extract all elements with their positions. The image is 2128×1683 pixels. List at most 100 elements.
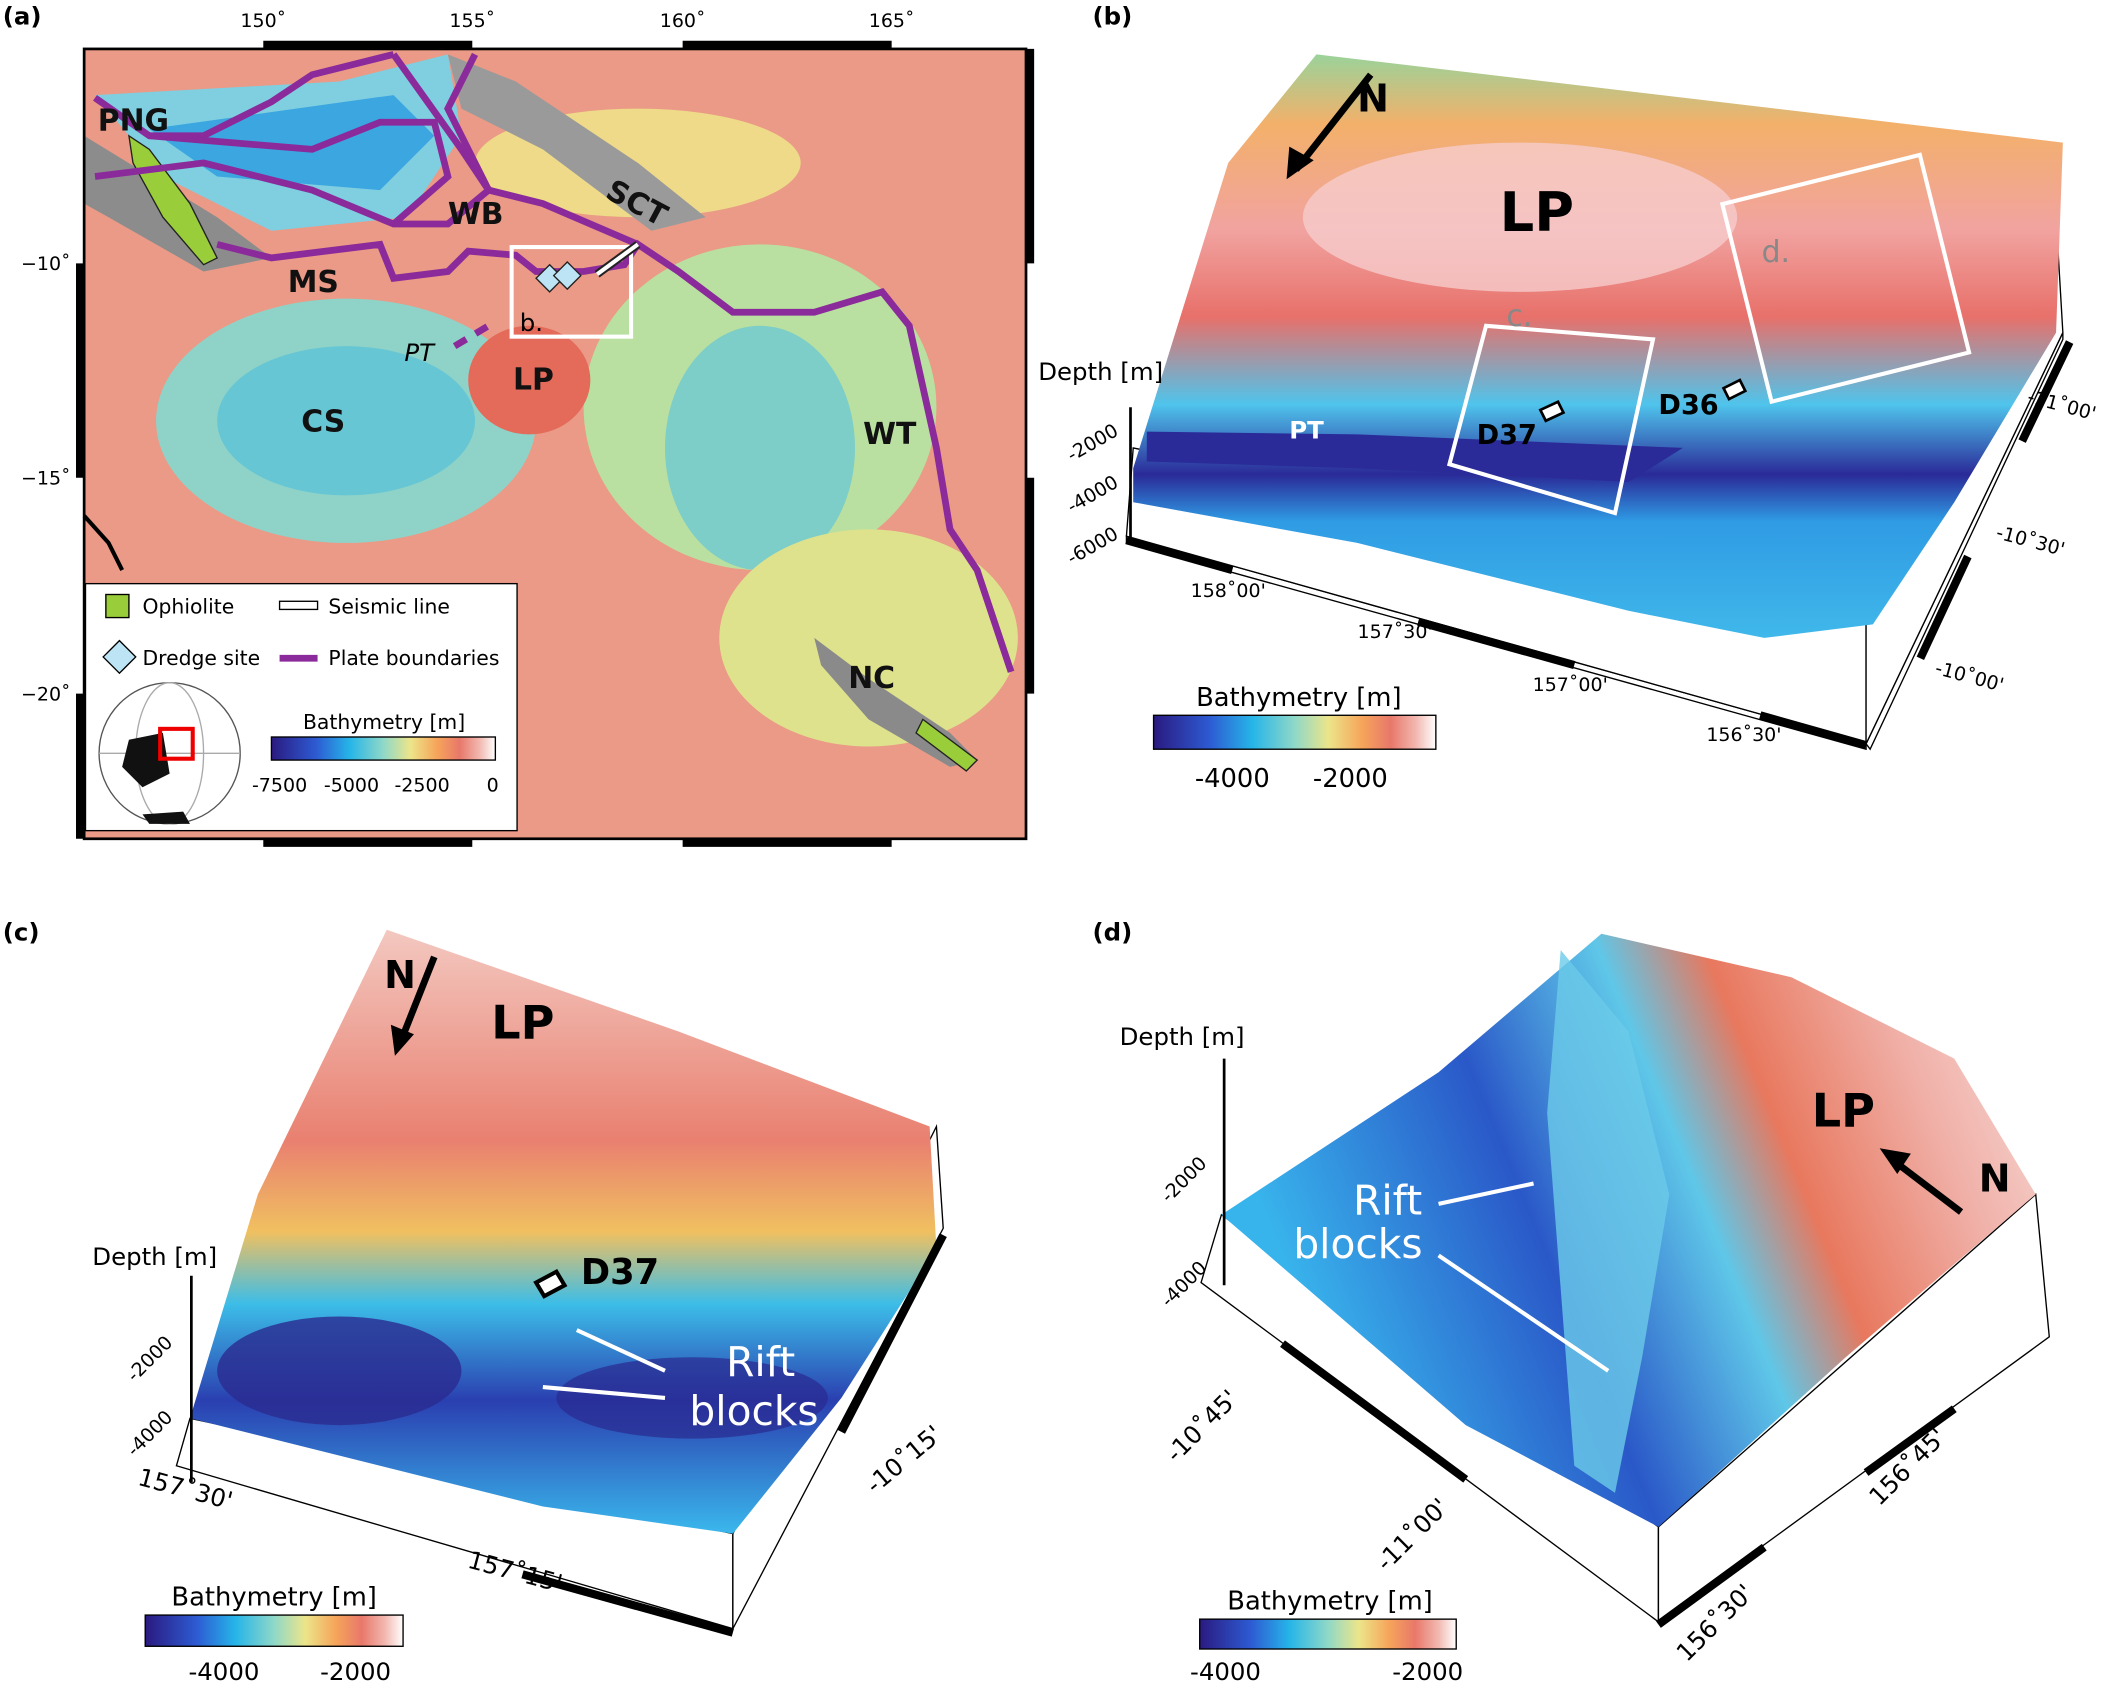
rift-blocks	[1547, 950, 1670, 1493]
depth-tick: -4000	[123, 1406, 178, 1461]
plate-boundary	[94, 52, 494, 228]
lon-tick: 156˚30'	[1706, 724, 1781, 746]
region-label: LP	[513, 363, 554, 398]
legend-label: Dredge site	[143, 646, 261, 670]
legend-label: Plate boundaries	[328, 646, 499, 670]
north-arrow	[1891, 1157, 1964, 1215]
depth-title: Depth [m]	[92, 1242, 217, 1271]
legend-label: Seismic line	[328, 595, 450, 619]
lon-tick: 165˚	[869, 10, 915, 32]
plateau	[468, 325, 591, 435]
colorbar-tick: -5000	[324, 774, 379, 796]
scale-bar	[837, 1233, 947, 1434]
lon-tick: 157˚30'	[1358, 621, 1433, 643]
region-label: WB	[448, 197, 504, 232]
colorbar-title: Bathymetry [m]	[171, 1583, 376, 1613]
region-label: PNG	[98, 103, 169, 138]
inset-box	[509, 245, 634, 339]
scale-bar	[521, 1570, 734, 1637]
scale-bar	[1125, 340, 2074, 750]
colorbar-tick: -4000	[1195, 764, 1270, 794]
depth-tick: -2000	[1157, 1152, 1212, 1207]
rift-label: blocks	[1293, 1220, 1422, 1268]
dredge-site	[1538, 400, 1566, 423]
coast	[82, 514, 124, 571]
plate-boundary	[444, 52, 640, 248]
dredge-site	[552, 261, 582, 291]
trench	[1146, 431, 1683, 482]
sea	[217, 346, 475, 496]
seismic-line	[595, 242, 640, 276]
lat-tick: -10˚45'	[1160, 1384, 1244, 1468]
lat-tick: -10˚30'	[1994, 522, 2067, 561]
box-label: b.	[520, 308, 543, 337]
region-label: WT	[863, 417, 917, 452]
scale-bar	[1863, 1405, 1957, 1476]
lat-tick: -11˚00'	[1370, 1492, 1454, 1576]
scale-bar	[1125, 536, 1234, 574]
box-label: c.	[1506, 299, 1532, 334]
lon-tick: 158˚00'	[1191, 580, 1266, 602]
lon-tick: 150˚	[240, 10, 286, 32]
panel-label: (d)	[1093, 918, 1133, 947]
frame-ticks	[76, 40, 1035, 847]
block-d	[1200, 933, 2050, 1628]
legend: Ophiolite Seismic line Dredge site Plate…	[84, 582, 518, 832]
north-arrow	[397, 955, 438, 1044]
region-label: MS	[288, 265, 339, 300]
block-c	[175, 929, 947, 1637]
basin	[556, 1357, 828, 1439]
colorbar-tick: -2000	[1313, 764, 1388, 794]
colorbar-tick: -7500	[252, 774, 307, 796]
colorbar-title: Bathymetry [m]	[1227, 1587, 1432, 1617]
plate-boundary	[149, 118, 452, 227]
depth-tick: -6000	[1063, 523, 1122, 570]
depth-tick: -2000	[123, 1332, 178, 1387]
colorbar	[1152, 714, 1437, 750]
legend-label: Ophiolite	[143, 595, 235, 619]
pointer	[542, 1385, 666, 1400]
lat-tick: −20˚	[21, 683, 71, 705]
colorbar-tick: -2000	[1392, 1657, 1463, 1683]
lat-tick: -10˚15'	[860, 1419, 947, 1499]
scale-bar	[2018, 340, 2074, 443]
block-b	[1125, 54, 2074, 751]
plateau-label: LP	[491, 995, 554, 1049]
site-label: D37	[1477, 420, 1537, 451]
pointer	[1438, 1181, 1534, 1206]
colorbar-tick: -4000	[188, 1657, 259, 1683]
rift-label: Rift	[726, 1338, 795, 1386]
north-arrow	[390, 1024, 414, 1056]
sea	[719, 529, 1018, 747]
dredge-site	[533, 1269, 568, 1299]
colorbar	[1199, 1618, 1457, 1650]
rift-label: blocks	[689, 1387, 818, 1435]
colorbar-tick: 0	[487, 774, 499, 796]
panel-label: (c)	[3, 918, 40, 947]
scale-bar	[1656, 1543, 1767, 1628]
colorbar-title: Bathymetry [m]	[1196, 683, 1401, 713]
trench-label: PT	[1289, 415, 1324, 444]
lon-tick: 155˚	[449, 10, 495, 32]
inset-box	[1719, 152, 1972, 405]
pointer	[575, 1328, 666, 1373]
plateau-label: LP	[1812, 1084, 1875, 1138]
site-label: D37	[581, 1252, 659, 1293]
scale-bar	[1280, 1340, 1469, 1483]
panel-label: (b)	[1093, 1, 1133, 30]
box-label: d.	[1762, 235, 1790, 270]
map-frame	[82, 47, 1028, 841]
colorbar	[144, 1614, 404, 1647]
scale-bar	[1417, 617, 1576, 669]
legend-swatch	[278, 600, 319, 611]
pointer	[1437, 1253, 1610, 1373]
rift-label: Rift	[1353, 1177, 1422, 1225]
north-arrow	[1879, 1148, 1911, 1174]
ophiolite	[915, 718, 979, 772]
lat-tick: −15˚	[21, 468, 71, 490]
panel-label: (a)	[3, 1, 42, 30]
globe-land	[122, 732, 170, 788]
